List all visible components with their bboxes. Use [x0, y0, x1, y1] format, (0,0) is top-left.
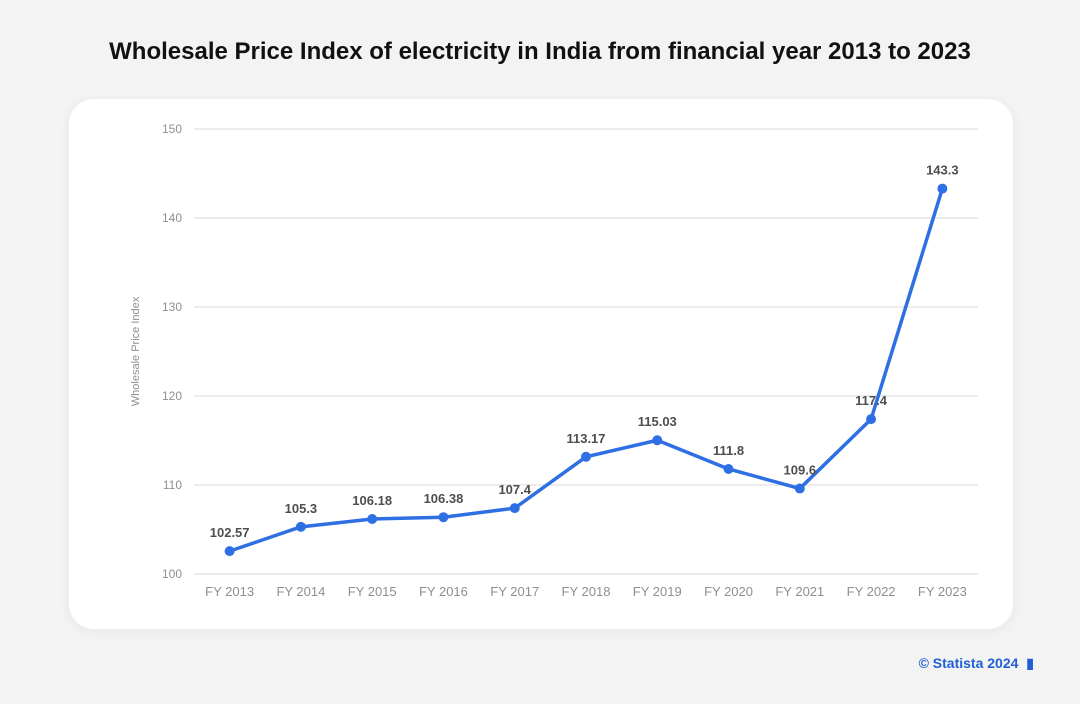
- svg-text:150: 150: [162, 122, 182, 136]
- data-point: [438, 512, 448, 522]
- y-axis-label: Wholesale Price Index: [130, 296, 142, 406]
- data-label: 105.3: [285, 501, 318, 516]
- data-point: [937, 184, 947, 194]
- data-label: 109.6: [784, 463, 817, 478]
- svg-text:FY 2015: FY 2015: [348, 584, 397, 599]
- series-line: [230, 189, 943, 551]
- data-label: 107.4: [498, 482, 531, 497]
- data-point: [296, 522, 306, 532]
- data-label: 143.3: [926, 163, 959, 178]
- svg-text:FY 2022: FY 2022: [847, 584, 896, 599]
- data-point: [795, 484, 805, 494]
- svg-text:FY 2021: FY 2021: [775, 584, 824, 599]
- x-ticks: FY 2013 FY 2014 FY 2015 FY 2016 FY 2017 FY 20…: [205, 584, 967, 599]
- data-point: [866, 414, 876, 424]
- svg-text:FY 2014: FY 2014: [276, 584, 325, 599]
- statista-icon: ▮: [1026, 655, 1034, 671]
- data-label: 111.8: [713, 443, 744, 458]
- line-chart: 100 110 120 130 140 150 Wholesale Price Index F…: [69, 99, 1013, 629]
- svg-text:FY 2017: FY 2017: [490, 584, 539, 599]
- svg-text:FY 2023: FY 2023: [918, 584, 967, 599]
- attribution-text: © Statista 2024 ▮: [919, 655, 1034, 672]
- data-point: [367, 514, 377, 524]
- data-point: [225, 546, 235, 556]
- data-label: 115.03: [638, 414, 677, 429]
- svg-text:FY 2013: FY 2013: [205, 584, 254, 599]
- svg-text:100: 100: [162, 567, 182, 581]
- data-label: 106.18: [352, 493, 392, 508]
- data-label: 113.17: [566, 431, 605, 446]
- data-label: 106.38: [424, 491, 464, 506]
- attribution-label: © Statista 2024: [919, 655, 1019, 671]
- data-point: [724, 464, 734, 474]
- svg-text:FY 2018: FY 2018: [562, 584, 611, 599]
- chart-title: Wholesale Price Index of electricity in …: [0, 0, 1080, 76]
- data-label: 102.57: [210, 525, 250, 540]
- data-point: [581, 452, 591, 462]
- svg-text:110: 110: [163, 478, 182, 492]
- data-point: [510, 503, 520, 513]
- svg-text:120: 120: [162, 389, 182, 403]
- y-ticks: 100 110 120 130 140 150: [162, 122, 182, 581]
- svg-text:FY 2019: FY 2019: [633, 584, 682, 599]
- svg-text:130: 130: [162, 300, 182, 314]
- svg-text:140: 140: [162, 211, 182, 225]
- data-label: 117.4: [855, 393, 888, 408]
- data-point: [652, 435, 662, 445]
- svg-text:FY 2020: FY 2020: [704, 584, 753, 599]
- chart-card: 100 110 120 130 140 150 Wholesale Price Index F…: [68, 98, 1014, 630]
- svg-text:FY 2016: FY 2016: [419, 584, 468, 599]
